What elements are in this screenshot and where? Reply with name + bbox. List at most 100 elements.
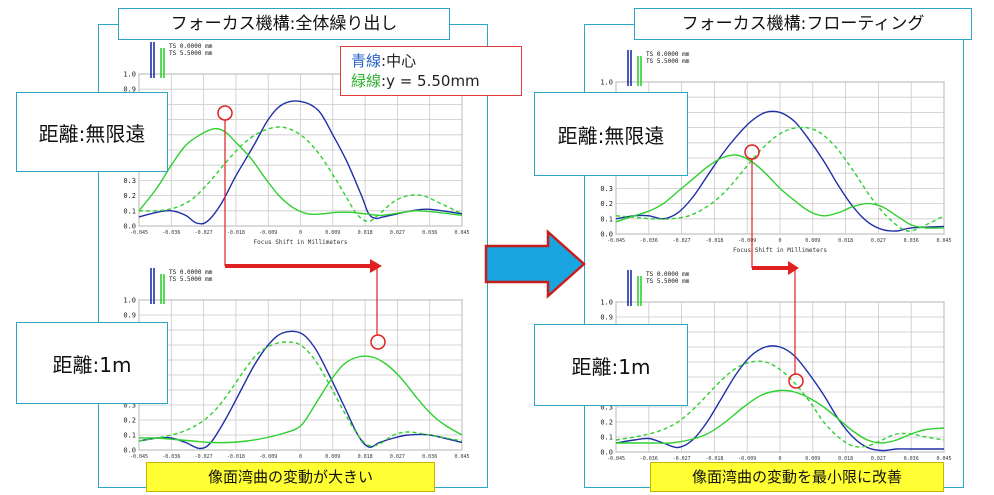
x-tick-label: -0.045 [607, 456, 625, 462]
x-tick-label: -0.009 [259, 454, 277, 460]
y-tick-label: 0.1 [123, 432, 136, 440]
legend-note-green-rest: :y = 5.50mm [381, 72, 480, 90]
left-panel-title: フォーカス機構:全体繰り出し [118, 8, 450, 40]
right-label-1m: 距離:1m [534, 324, 688, 406]
series-line-0 [615, 110, 945, 232]
x-tick-label: 0 [299, 230, 302, 236]
x-tick-label: 0.018 [358, 230, 373, 236]
legend-note-blue-rest: :中心 [381, 52, 417, 70]
series-line-2 [138, 341, 463, 447]
left-label-1m: 距離:1m [16, 322, 168, 404]
x-tick-label: 0.018 [358, 454, 373, 460]
y-tick-label: 0.1 [123, 207, 136, 215]
y-tick-label: 0.3 [600, 185, 613, 193]
series-line-1 [615, 154, 945, 229]
x-axis-label: Focus Shift in Millimeters [254, 239, 348, 246]
series-line-0 [138, 100, 463, 225]
x-tick-label: -0.027 [195, 230, 213, 236]
series-line-2 [615, 126, 945, 232]
big-right-arrow [484, 229, 586, 299]
x-tick-label: -0.036 [162, 230, 180, 236]
y-tick-label: 0.0 [600, 231, 613, 239]
x-axis-label: Focus Shift in Millimeters [733, 247, 827, 254]
x-tick-label: -0.045 [130, 230, 148, 236]
y-tick-label: 1.0 [600, 299, 613, 307]
x-tick-label: 0.045 [936, 456, 951, 462]
legend-entry: TS 0.0000 mm [646, 271, 690, 278]
y-tick-label: 0.0 [600, 449, 613, 457]
y-tick-label: 0.9 [123, 86, 136, 94]
legend-entry: TS 5.5000 mm [169, 50, 213, 57]
x-tick-label: -0.045 [607, 238, 625, 244]
y-tick-label: 0.2 [123, 417, 136, 425]
right-label-infinity: 距離:無限遠 [534, 92, 688, 176]
legend-note-blue-word: 青線 [351, 52, 382, 70]
x-tick-label: -0.036 [640, 238, 658, 244]
y-tick-label: 0.0 [123, 223, 136, 231]
legend-entry: TS 5.5000 mm [646, 278, 690, 285]
y-tick-label: 0.2 [123, 192, 136, 200]
x-tick-label: 0.045 [454, 230, 469, 236]
x-tick-label: 0.018 [838, 456, 853, 462]
chart-left-bottom: 0.00.10.20.30.40.50.60.70.80.91.0-0.045-… [123, 268, 470, 460]
series-line-2 [615, 360, 945, 448]
x-tick-label: 0.009 [805, 456, 820, 462]
right-panel-title: フォーカス機構:フローティング [634, 8, 972, 40]
series-line-0 [138, 330, 463, 450]
x-tick-label: 0.045 [936, 238, 951, 244]
x-tick-label: 0.036 [422, 454, 437, 460]
left-caption: 像面湾曲の変動が大きい [146, 462, 435, 492]
y-tick-label: 0.3 [123, 177, 136, 185]
x-tick-label: 0 [778, 456, 781, 462]
y-tick-label: 0.9 [600, 314, 613, 322]
x-tick-label: 0.045 [454, 454, 469, 460]
y-tick-label: 0.0 [123, 447, 136, 455]
legend-note-green-word: 緑線 [351, 72, 382, 90]
x-tick-label: -0.036 [640, 456, 658, 462]
legend-entry: TS 5.5000 mm [646, 58, 690, 65]
x-tick-label: 0 [299, 454, 302, 460]
x-tick-label: 0.027 [871, 238, 886, 244]
series-line-0 [615, 345, 944, 452]
x-tick-label: 0.009 [805, 238, 820, 244]
legend-entry: TS 0.0000 mm [169, 269, 213, 276]
x-tick-label: 0.036 [422, 230, 437, 236]
x-tick-label: -0.036 [162, 454, 180, 460]
y-tick-label: 0.1 [600, 434, 613, 442]
x-tick-label: -0.018 [227, 230, 245, 236]
x-tick-label: 0.027 [871, 456, 886, 462]
x-tick-label: 0 [778, 238, 781, 244]
y-tick-label: 0.3 [123, 402, 136, 410]
y-tick-label: 1.0 [123, 71, 136, 79]
x-tick-label: 0.036 [904, 456, 919, 462]
y-tick-label: 0.2 [600, 200, 613, 208]
legend-note: 青線:中心 緑線:y = 5.50mm [340, 46, 522, 96]
series-line-1 [138, 355, 463, 444]
x-tick-label: -0.018 [705, 238, 723, 244]
left-label-infinity: 距離:無限遠 [16, 92, 168, 172]
y-tick-label: 1.0 [123, 297, 136, 305]
x-tick-label: -0.027 [673, 456, 691, 462]
x-tick-label: -0.018 [705, 456, 723, 462]
x-tick-label: -0.009 [738, 238, 756, 244]
y-tick-label: 0.1 [600, 215, 613, 223]
x-tick-label: 0.036 [904, 238, 919, 244]
series-line-1 [616, 389, 945, 444]
x-tick-label: 0.009 [325, 230, 340, 236]
x-tick-label: -0.027 [195, 454, 213, 460]
x-tick-label: -0.045 [130, 454, 148, 460]
legend-entry: TS 5.5000 mm [169, 276, 213, 283]
series-line-2 [138, 126, 463, 223]
y-tick-label: 0.9 [123, 312, 136, 320]
series-line-1 [138, 127, 463, 217]
legend-entry: TS 0.0000 mm [646, 51, 690, 58]
x-tick-label: -0.027 [673, 238, 691, 244]
x-tick-label: -0.009 [259, 230, 277, 236]
legend-entry: TS 0.0000 mm [169, 43, 213, 50]
x-tick-label: 0.027 [390, 454, 405, 460]
x-tick-label: -0.009 [738, 456, 756, 462]
y-tick-label: 1.0 [600, 79, 613, 87]
x-tick-label: 0.009 [325, 454, 340, 460]
x-tick-label: -0.018 [227, 454, 245, 460]
x-tick-label: 0.018 [838, 238, 853, 244]
